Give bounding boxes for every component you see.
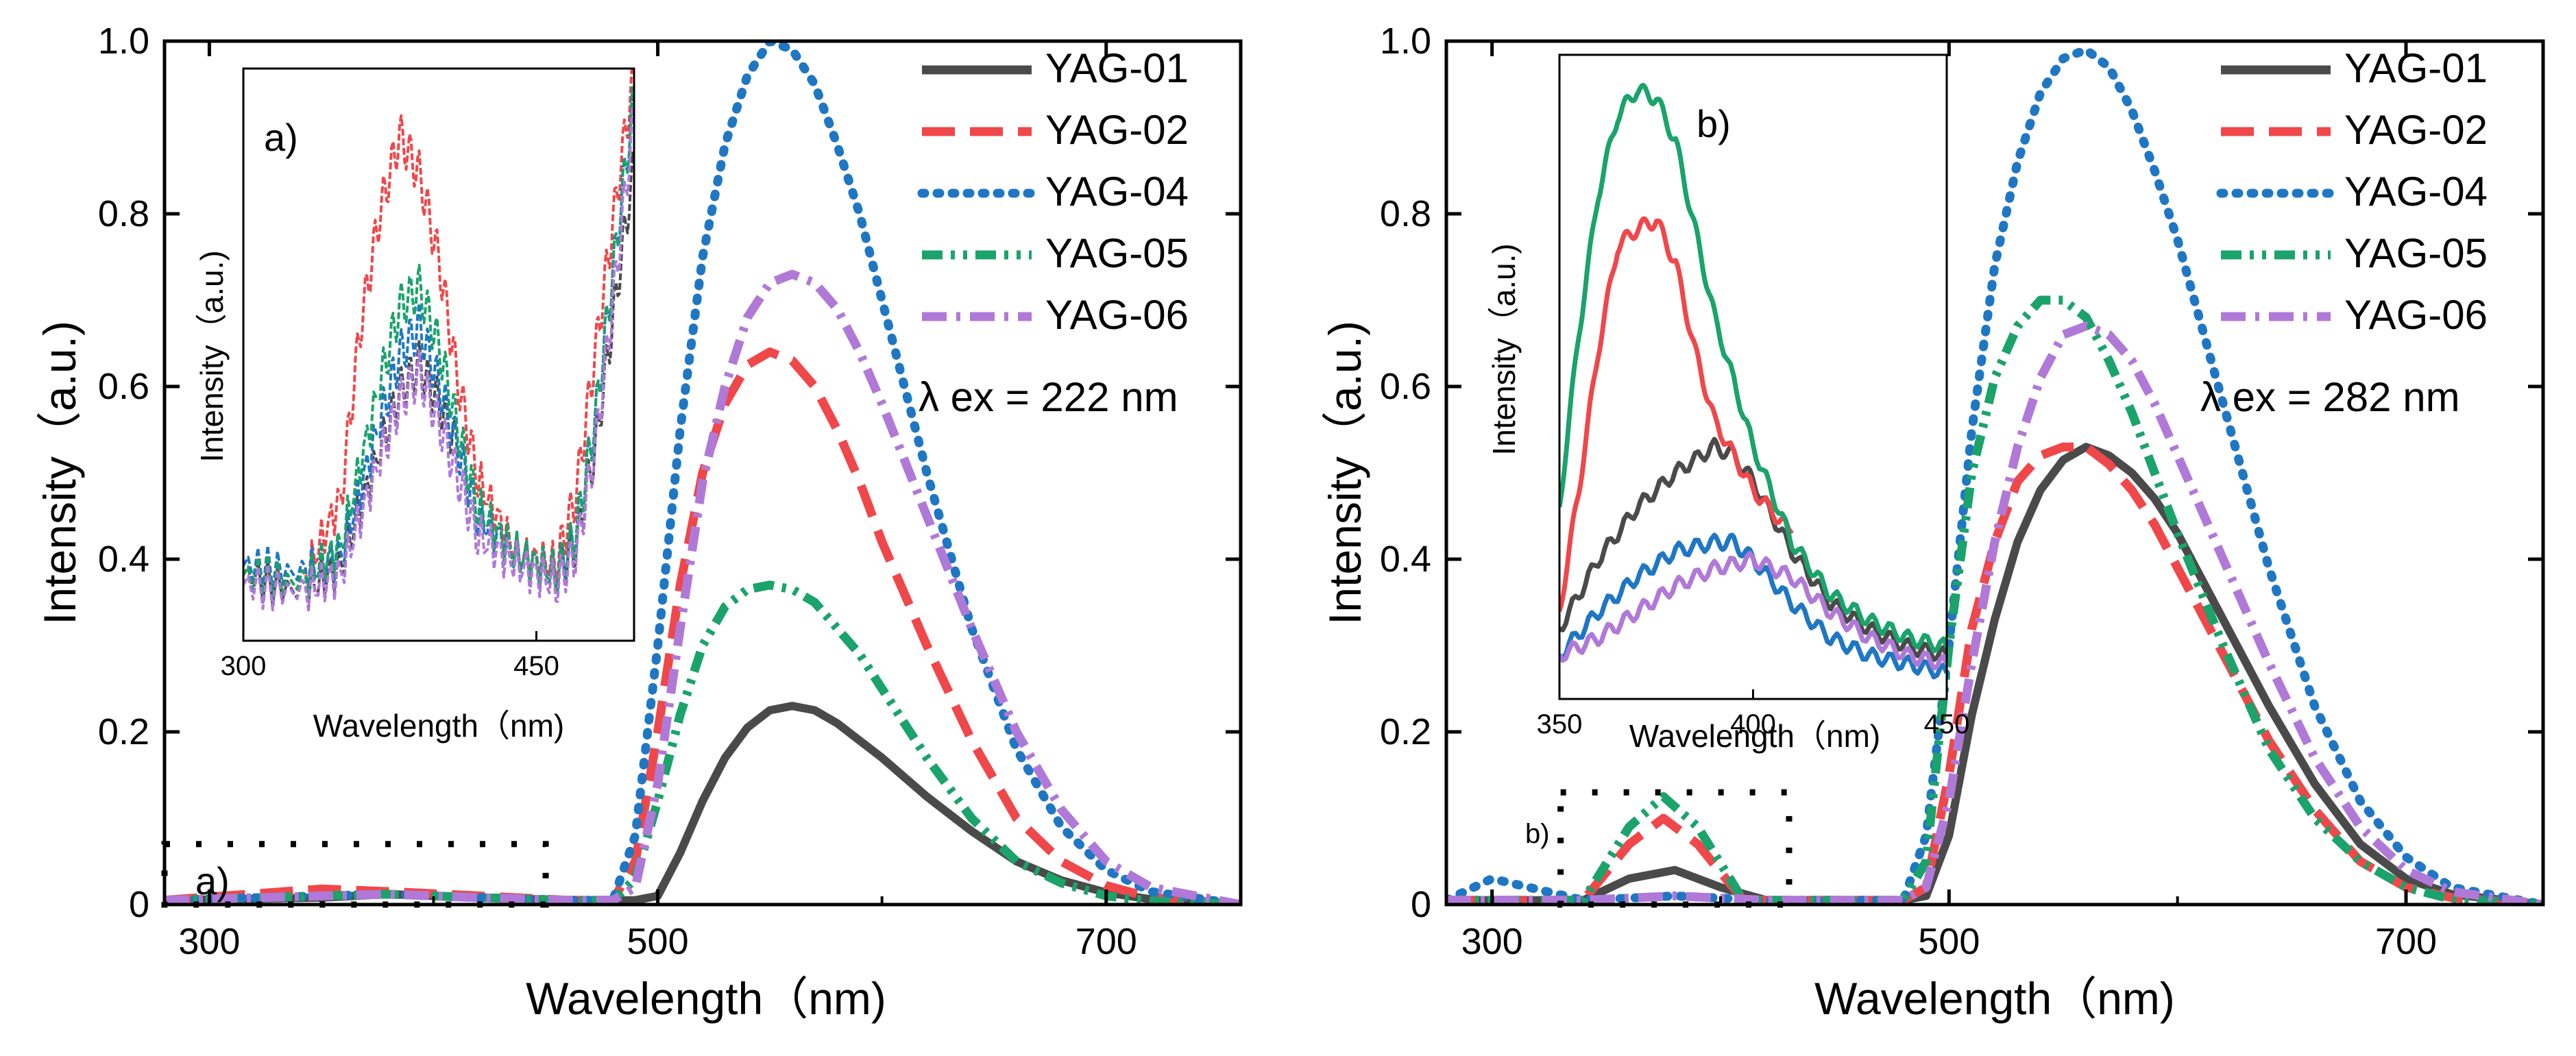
right-y-tick-label: 1.0 bbox=[1380, 21, 1431, 62]
right-inset-series-yag-05 bbox=[1559, 82, 1947, 654]
left-legend-label-yag-06: YAG-06 bbox=[1045, 292, 1189, 338]
left-y-tick-label: 0.6 bbox=[98, 366, 149, 407]
left-inset-series-yag-04 bbox=[243, 86, 634, 593]
right-y-tick-label: 0.6 bbox=[1380, 366, 1431, 407]
right-plot-frame bbox=[1444, 39, 2545, 907]
right-plot-clip-group bbox=[1446, 45, 2543, 905]
right-zoom-box bbox=[1557, 789, 1793, 908]
left-excitation-annotation: λ ex = 222 nm bbox=[919, 374, 1178, 420]
right-axes: 300 500 700 0 0.2 0.4 0.6 0.8 1.0 bbox=[1380, 21, 2543, 962]
right-y-axis-title: Intensity（a.u.) bbox=[1320, 321, 1370, 625]
left-inset-series-yag-02 bbox=[243, 69, 634, 602]
right-inset-x-tick-label: 350 bbox=[1537, 709, 1583, 739]
right-x-tick-label: 700 bbox=[2375, 921, 2437, 962]
right-inset: 350 400 450 b) Wavelength（nm) Intensity（a.… bbox=[1486, 53, 1970, 754]
left-plot-frame bbox=[162, 39, 1243, 907]
left-x-axis-title: Wavelength（nm) bbox=[526, 973, 886, 1024]
left-zoom-box bbox=[161, 841, 549, 908]
right-x-axis-title: Wavelength（nm) bbox=[1814, 973, 2175, 1024]
left-y-tick-label: 1.0 bbox=[98, 21, 149, 62]
left-x-tick-label: 500 bbox=[627, 921, 689, 962]
right-inset-axes: 350 400 450 bbox=[1537, 689, 1970, 739]
left-legend-label-yag-01: YAG-01 bbox=[1045, 45, 1189, 91]
left-zoom-rectangle bbox=[161, 841, 549, 908]
right-legend: YAG-01 YAG-02 YAG-04 YAG-05 YAG-06 bbox=[2216, 45, 2488, 338]
right-inset-x-tick-label: 450 bbox=[1924, 709, 1970, 739]
left-inset-label: a) bbox=[264, 116, 298, 159]
right-excitation-annotation: λ ex = 282 nm bbox=[2200, 374, 2460, 420]
right-series-yag-05 bbox=[1446, 295, 2543, 905]
right-inset-series-yag-06 bbox=[1559, 550, 1947, 671]
left-series-group bbox=[165, 41, 1241, 905]
left-inset: 300 450 a) Wavelength（nm) Intensity（a.u.) bbox=[194, 67, 635, 744]
left-inset-series-yag-06 bbox=[243, 106, 634, 612]
left-plot-clip-group bbox=[165, 41, 1241, 905]
right-x-tick-label: 300 bbox=[1461, 921, 1523, 962]
left-x-tick-label: 300 bbox=[178, 921, 240, 962]
left-inset-x-tick-label: 450 bbox=[513, 651, 559, 681]
right-y-tick-label: 0.8 bbox=[1380, 193, 1431, 234]
right-inset-series-yag-02 bbox=[1559, 216, 1794, 613]
left-axes: 300 500 700 0 0.2 0.4 0.6 0.8 1.0 bbox=[98, 21, 1241, 962]
left-y-tick-label: 0.2 bbox=[98, 711, 149, 752]
right-x-tick-label: 500 bbox=[1918, 921, 1980, 962]
left-legend-label-yag-04: YAG-04 bbox=[1045, 169, 1189, 214]
left-x-tick-label: 700 bbox=[1076, 921, 1137, 962]
right-legend-label-yag-02: YAG-02 bbox=[2344, 107, 2488, 153]
left-legend-label-yag-05: YAG-05 bbox=[1045, 230, 1189, 276]
right-inset-x-title: Wavelength（nm) bbox=[1629, 718, 1880, 754]
left-legend-label-yag-02: YAG-02 bbox=[1045, 107, 1189, 153]
right-chart: 300 500 700 0 0.2 0.4 0.6 0.8 1.0 b) Wavelength（… bbox=[1320, 21, 2545, 1024]
left-legend: YAG-01 YAG-02 YAG-04 YAG-05 YAG-06 bbox=[917, 45, 1189, 338]
left-inset-series-yag-01 bbox=[243, 151, 634, 610]
right-series-yag-02 bbox=[1446, 442, 2543, 905]
right-inset-series-yag-01 bbox=[1559, 437, 1947, 663]
left-zoom-label: a) bbox=[195, 859, 230, 902]
left-y-axis-title: Intensity（a.u.) bbox=[34, 321, 85, 625]
right-inset-series-group bbox=[1559, 82, 1947, 680]
left-inset-x-tick-label: 300 bbox=[221, 651, 267, 681]
right-inset-background bbox=[1559, 55, 1947, 699]
right-inset-series-yag-04 bbox=[1559, 532, 1947, 680]
left-inset-frame bbox=[242, 67, 635, 642]
right-y-tick-label: 0.2 bbox=[1380, 711, 1431, 752]
right-zoom-label: b) bbox=[1525, 819, 1550, 849]
right-legend-label-yag-05: YAG-05 bbox=[2344, 230, 2488, 276]
right-inset-y-title: Intensity（a.u.) bbox=[1486, 243, 1522, 455]
right-series-group bbox=[1446, 45, 2543, 905]
right-inset-label: b) bbox=[1697, 102, 1731, 145]
left-y-tick-label: 0.8 bbox=[98, 193, 149, 234]
left-inset-series-yag-05 bbox=[243, 86, 634, 602]
right-zoom-rectangle bbox=[1557, 789, 1793, 908]
left-y-tick-label: 0 bbox=[129, 884, 149, 925]
right-legend-label-yag-04: YAG-04 bbox=[2344, 169, 2488, 214]
right-inset-x-tick-label: 400 bbox=[1730, 709, 1776, 739]
right-y-tick-label: 0 bbox=[1411, 884, 1431, 925]
left-chart: 300 500 700 0 0.2 0.4 0.6 0.8 1.0 a) Wavelength（… bbox=[34, 21, 1243, 1024]
right-series-yag-01 bbox=[1446, 443, 2543, 905]
left-inset-x-title: Wavelength（nm) bbox=[313, 708, 564, 744]
left-inset-series-group bbox=[243, 69, 634, 612]
right-y-tick-label: 0.4 bbox=[1380, 539, 1431, 580]
left-inset-y-title: Intensity（a.u.) bbox=[194, 250, 230, 462]
right-legend-label-yag-01: YAG-01 bbox=[2344, 45, 2488, 91]
left-series-yag-06 bbox=[165, 269, 1241, 905]
right-series-yag-04 bbox=[1446, 45, 2543, 905]
right-series-yag-06 bbox=[1446, 321, 2543, 905]
left-y-tick-label: 0.4 bbox=[98, 539, 149, 580]
left-inset-axes: 300 450 bbox=[221, 631, 559, 681]
right-legend-label-yag-06: YAG-06 bbox=[2344, 292, 2488, 338]
